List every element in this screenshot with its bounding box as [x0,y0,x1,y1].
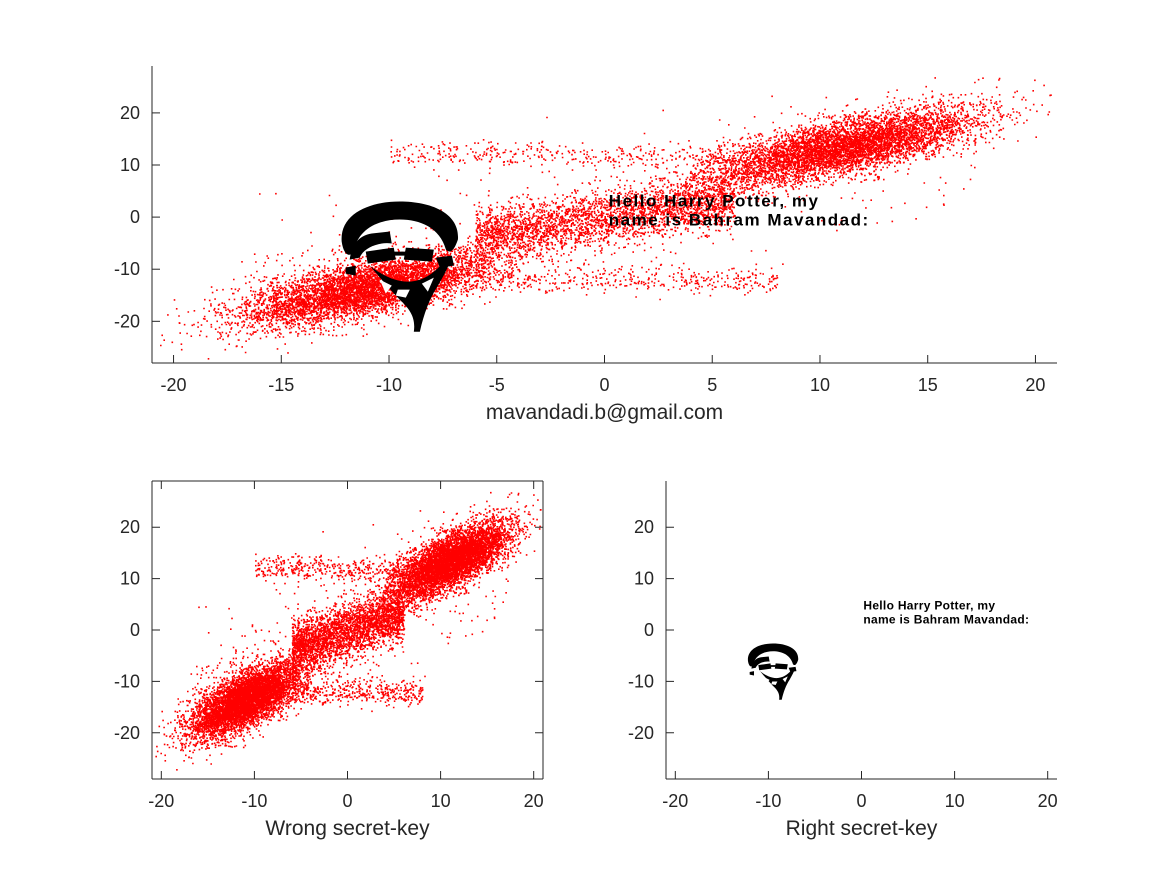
y-tick-label: 0 [644,620,654,640]
x-axis-label: Right secret-key [786,817,938,840]
y-tick-label: -10 [114,259,140,279]
y-tick-label: 0 [130,207,140,227]
y-tick-label: 10 [634,569,654,589]
y-tick-label: -20 [114,311,140,331]
y-tick-label: 20 [634,517,654,537]
x-tick-label: -15 [268,375,294,395]
axes [151,480,544,780]
plot-area [155,491,542,771]
message-line: name is Bahram Mavandad: [863,612,1029,626]
y-tick-label: 10 [120,155,140,175]
x-tick-label: 5 [707,375,717,395]
x-tick-label: 20 [1038,791,1058,811]
y-tick-label: 20 [120,103,140,123]
x-tick-label: 20 [524,791,544,811]
scatter-points [155,491,542,771]
axes [665,481,1057,780]
x-axis-label: Wrong secret-key [265,817,430,840]
y-tick-label: -20 [628,723,654,743]
portrait-image [341,201,459,332]
scatter-points [160,77,1052,360]
x-tick-label: -10 [376,375,402,395]
x-tick-label: -5 [489,375,505,395]
x-tick-label: 0 [342,791,352,811]
x-tick-label: 0 [856,791,866,811]
y-tick-label: 20 [120,517,140,537]
x-tick-label: 0 [599,375,609,395]
x-tick-label: -20 [148,791,174,811]
portrait-image [747,643,799,700]
message-line: Hello Harry Potter, my [609,192,820,211]
x-tick-label: 20 [1025,375,1045,395]
y-tick-label: 10 [120,569,140,589]
y-tick-label: 0 [130,620,140,640]
x-tick-label: -10 [755,791,781,811]
x-tick-label: 15 [918,375,938,395]
x-tick-label: 10 [945,791,965,811]
y-tick-label: -20 [114,723,140,743]
x-axis-label: mavandadi.b@gmail.com [486,401,723,424]
x-tick-label: -20 [662,791,688,811]
message-line: Hello Harry Potter, my [863,598,995,612]
x-tick-label: 10 [810,375,830,395]
axes [151,66,1057,364]
y-tick-label: -10 [114,671,140,691]
wrong-key-scatter-plot: -20 -10 0 10 20 -20 -10 0 10 20 Wrong secret-key [114,480,544,840]
x-tick-label: 10 [431,791,451,811]
x-tick-label: -10 [241,791,267,811]
message-line: name is Bahram Mavandad: [609,211,870,230]
y-tick-label: -10 [628,671,654,691]
x-tick-label: -20 [161,375,187,395]
